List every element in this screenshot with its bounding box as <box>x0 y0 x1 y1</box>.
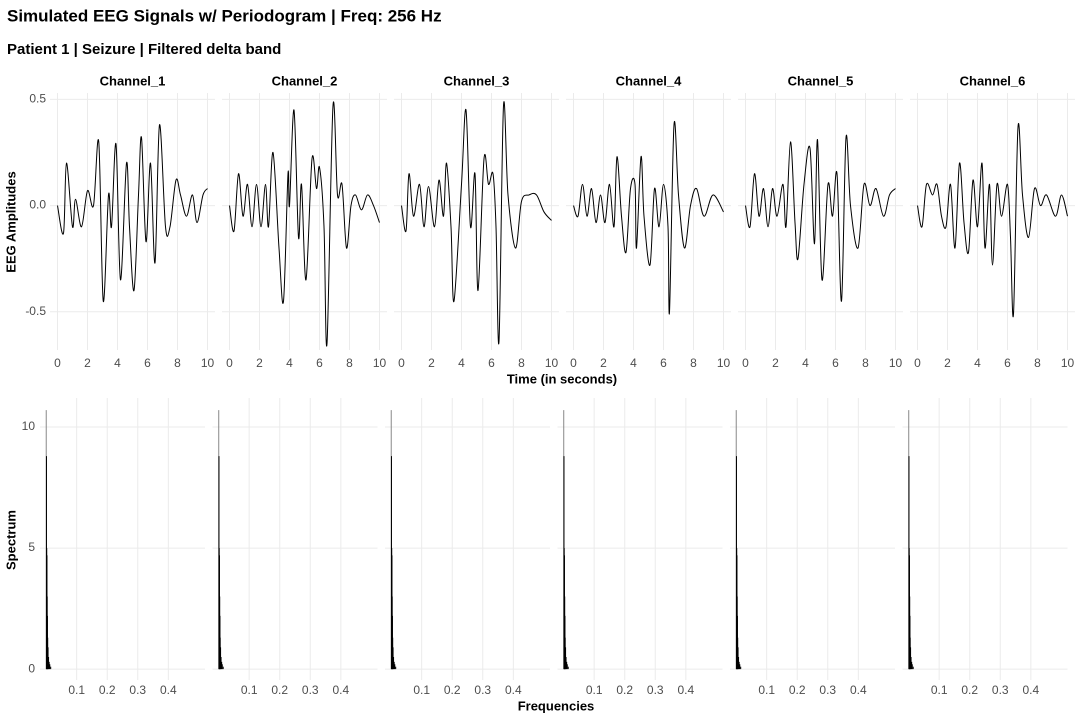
signal-line <box>57 124 208 302</box>
x-tick-label: 2 <box>256 356 263 370</box>
signal-line <box>573 121 724 315</box>
x-tick-label: 2 <box>84 356 91 370</box>
x-tick-label: 8 <box>690 356 697 370</box>
x-tick-label: 0.4 <box>850 683 867 697</box>
y-tick-label: 5 <box>28 540 35 554</box>
x-tick-label: 0.4 <box>332 683 349 697</box>
y-axis-title: Spectrum <box>3 510 18 570</box>
x-tick-label: 8 <box>862 356 869 370</box>
signal-line <box>745 134 896 302</box>
x-tick-label: 10 <box>373 356 387 370</box>
x-tick-label: 10 <box>717 356 731 370</box>
strip-label: Channel_6 <box>960 73 1026 88</box>
chart-title: Simulated EEG Signals w/ Periodogram | F… <box>7 6 442 25</box>
x-tick-label: 0.4 <box>1022 683 1039 697</box>
x-tick-label: 0.2 <box>961 683 978 697</box>
x-tick-label: 0.1 <box>931 683 948 697</box>
x-tick-label: 4 <box>974 356 981 370</box>
signal-line <box>229 101 380 347</box>
x-axis-title: Frequencies <box>518 698 595 713</box>
x-tick-label: 0.2 <box>789 683 806 697</box>
x-tick-label: 8 <box>518 356 525 370</box>
x-tick-label: 0.3 <box>302 683 319 697</box>
x-tick-label: 4 <box>630 356 637 370</box>
x-tick-label: 0.2 <box>271 683 288 697</box>
x-tick-label: 0.3 <box>819 683 836 697</box>
x-tick-label: 0.3 <box>647 683 664 697</box>
x-tick-label: 0 <box>914 356 921 370</box>
x-tick-label: 0.4 <box>677 683 694 697</box>
x-tick-label: 8 <box>174 356 181 370</box>
y-tick-label: 0 <box>28 661 35 675</box>
x-tick-label: 10 <box>1061 356 1075 370</box>
x-tick-label: 0.1 <box>68 683 85 697</box>
x-tick-label: 0.4 <box>160 683 177 697</box>
y-tick-label: 10 <box>22 419 36 433</box>
x-tick-label: 6 <box>144 356 151 370</box>
x-tick-label: 0.1 <box>758 683 775 697</box>
x-tick-label: 0.1 <box>241 683 258 697</box>
signal-line <box>917 123 1068 318</box>
x-tick-label: 0 <box>742 356 749 370</box>
strip-label: Channel_2 <box>272 73 338 88</box>
x-tick-label: 0 <box>226 356 233 370</box>
strip-label: Channel_4 <box>616 73 683 88</box>
x-tick-label: 0.2 <box>616 683 633 697</box>
strip-label: Channel_5 <box>788 73 854 88</box>
x-tick-label: 0.2 <box>444 683 461 697</box>
x-tick-label: 2 <box>428 356 435 370</box>
x-tick-label: 0.3 <box>992 683 1009 697</box>
x-tick-label: 0 <box>570 356 577 370</box>
x-tick-label: 2 <box>600 356 607 370</box>
y-axis-title: EEG Amplitudes <box>3 171 18 272</box>
x-tick-label: 10 <box>201 356 215 370</box>
signal-line <box>401 101 552 345</box>
x-tick-label: 8 <box>346 356 353 370</box>
x-tick-label: 6 <box>488 356 495 370</box>
y-tick-label: -0.5 <box>25 304 46 318</box>
x-tick-label: 8 <box>1034 356 1041 370</box>
chart-subtitle: Patient 1 | Seizure | Filtered delta ban… <box>7 41 281 58</box>
x-tick-label: 6 <box>1004 356 1011 370</box>
x-tick-label: 0.3 <box>474 683 491 697</box>
x-tick-label: 0 <box>54 356 61 370</box>
strip-label: Channel_1 <box>100 73 166 88</box>
y-tick-label: 0.5 <box>29 92 46 106</box>
x-tick-label: 0.2 <box>99 683 116 697</box>
x-tick-label: 6 <box>316 356 323 370</box>
x-tick-label: 0.1 <box>413 683 430 697</box>
x-tick-label: 4 <box>286 356 293 370</box>
x-tick-label: 6 <box>832 356 839 370</box>
x-axis-title: Time (in seconds) <box>507 371 617 386</box>
strip-label: Channel_3 <box>444 73 510 88</box>
x-tick-label: 0.1 <box>586 683 603 697</box>
x-tick-label: 0 <box>398 356 405 370</box>
x-tick-label: 10 <box>545 356 559 370</box>
x-tick-label: 10 <box>889 356 903 370</box>
x-tick-label: 0.3 <box>129 683 146 697</box>
x-tick-label: 4 <box>458 356 465 370</box>
x-tick-label: 2 <box>772 356 779 370</box>
x-tick-label: 2 <box>944 356 951 370</box>
x-tick-label: 6 <box>660 356 667 370</box>
x-tick-label: 4 <box>114 356 121 370</box>
x-tick-label: 0.4 <box>505 683 522 697</box>
y-tick-label: 0.0 <box>29 198 46 212</box>
x-tick-label: 4 <box>802 356 809 370</box>
